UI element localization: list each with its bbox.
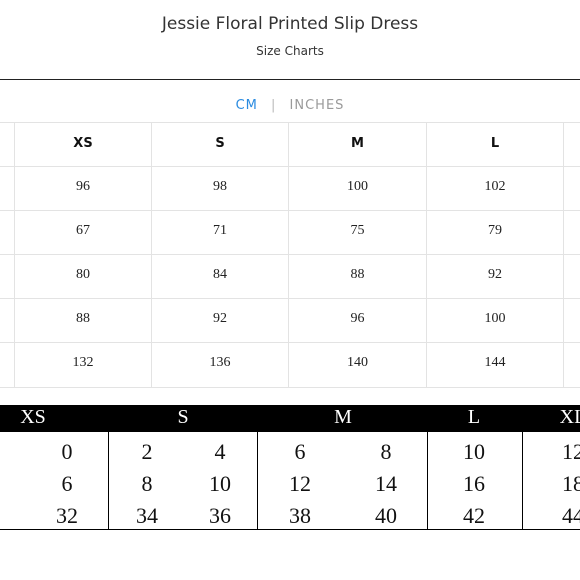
conversion-cell: 44	[562, 503, 580, 528]
table-cell: 88	[350, 267, 365, 282]
size-conversion-table: XS S M L XL 0 2 4 6 8 10 12 6 8 10 12 14…	[0, 405, 580, 530]
column-divider	[108, 432, 109, 530]
table-cell: 80	[76, 267, 90, 282]
table-cell: 102	[484, 179, 506, 194]
table-cell: 67	[76, 223, 90, 238]
column-header-l: L	[490, 136, 500, 151]
row-divider	[0, 210, 580, 211]
row-divider	[0, 342, 580, 343]
page-title: Jessie Floral Printed Slip Dress	[161, 14, 419, 34]
conversion-cell: 42	[463, 503, 485, 528]
conversion-header-l: L	[467, 406, 481, 428]
table-cell: 92	[213, 311, 227, 326]
table-cell: 144	[484, 355, 506, 370]
column-divider	[426, 122, 427, 388]
table-bottom-rule	[0, 529, 580, 530]
column-divider	[151, 122, 152, 388]
conversion-cell: 32	[56, 503, 78, 528]
conversion-header-xl: XL	[559, 406, 580, 428]
conversion-header-bar	[0, 405, 580, 432]
row-divider	[0, 254, 580, 255]
conversion-cell: 0	[61, 439, 73, 464]
row-divider	[0, 166, 580, 167]
table-cell: 98	[213, 179, 227, 194]
conversion-cell: 40	[375, 503, 397, 528]
conversion-cell: 36	[209, 503, 231, 528]
conversion-cell: 34	[136, 503, 158, 528]
conversion-header-s: S	[177, 406, 189, 428]
unit-cm-tab[interactable]: CM	[235, 98, 258, 113]
table-cell: 79	[488, 223, 502, 238]
conversion-cell: 6	[61, 471, 73, 496]
column-divider	[288, 122, 289, 388]
table-cell: 96	[350, 311, 365, 326]
table-cell: 84	[213, 267, 227, 282]
conversion-cell: 10	[209, 471, 231, 496]
conversion-cell: 16	[463, 471, 485, 496]
unit-inches-tab[interactable]: INCHES	[289, 98, 345, 113]
column-divider	[257, 432, 258, 530]
conversion-cell: 12	[562, 439, 580, 464]
conversion-cell: 8	[141, 471, 153, 496]
size-table: XS S M L 96 98 100 102 67 71 75 79 80 84…	[0, 122, 580, 388]
conversion-cell: 12	[289, 471, 311, 496]
row-divider	[0, 298, 580, 299]
conversion-header-xs: XS	[20, 406, 46, 428]
column-divider	[563, 122, 564, 388]
conversion-cell: 14	[375, 471, 397, 496]
column-divider	[14, 122, 15, 388]
conversion-cell: 38	[289, 503, 311, 528]
conversion-header-m: M	[334, 406, 352, 428]
column-header-s: S	[215, 136, 225, 151]
row-divider	[0, 387, 580, 388]
table-cell: 71	[213, 223, 227, 238]
conversion-cell: 4	[214, 439, 226, 464]
table-cell: 132	[72, 355, 94, 370]
page-subtitle: Size Charts	[256, 44, 324, 58]
conversion-cell: 0	[0, 503, 10, 529]
table-cell: 88	[76, 311, 90, 326]
table-cell: 140	[347, 355, 368, 370]
column-divider	[522, 432, 523, 530]
conversion-cell: 18	[562, 471, 580, 496]
title-divider	[0, 79, 580, 80]
unit-toggle: CM | INCHES	[0, 98, 580, 113]
column-header-m: M	[351, 136, 364, 151]
table-cell: 136	[209, 355, 231, 370]
table-cell: 75	[350, 223, 365, 238]
column-divider	[427, 432, 428, 530]
row-divider	[0, 122, 580, 123]
conversion-cell: 8	[380, 439, 392, 464]
conversion-cell: 6	[294, 439, 306, 464]
table-cell: 100	[484, 311, 506, 326]
unit-separator: |	[271, 98, 277, 113]
conversion-cell: 2	[141, 439, 153, 464]
column-header-xs: XS	[73, 136, 93, 151]
table-cell: 100	[347, 179, 368, 194]
conversion-cell: 10	[463, 439, 485, 464]
table-cell: 92	[488, 267, 502, 282]
table-cell: 96	[76, 179, 90, 194]
